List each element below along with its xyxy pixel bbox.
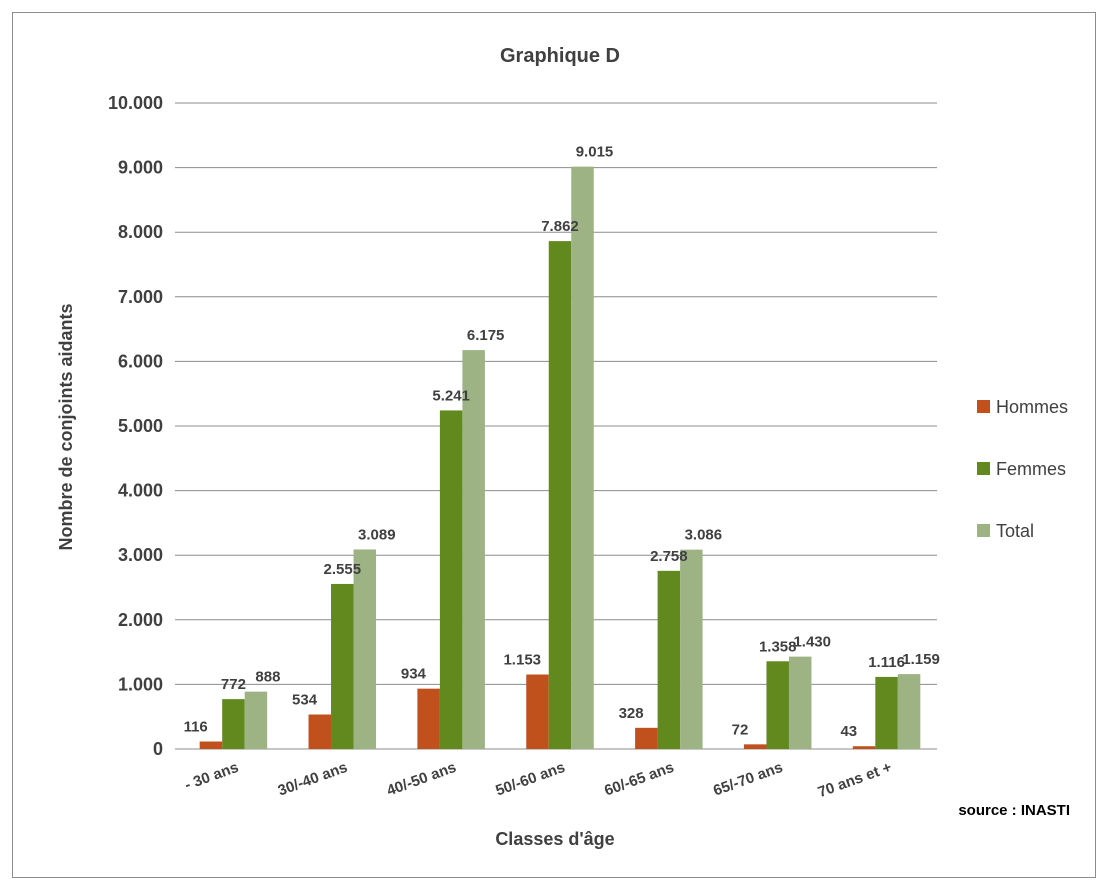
x-tick-label: 40/-50 ans (385, 759, 459, 800)
data-label: 534 (292, 692, 318, 709)
source-note: source : INASTI (958, 802, 1070, 819)
y-tick-label: 8.000 (118, 222, 163, 242)
bar-total (462, 350, 485, 749)
y-tick-label: 7.000 (118, 287, 163, 307)
data-label: 3.086 (685, 527, 723, 544)
legend-label-femmes: Femmes (996, 459, 1066, 479)
legend-label-hommes: Hommes (996, 397, 1068, 417)
data-label: 328 (619, 705, 644, 722)
data-label: 2.555 (324, 561, 362, 578)
bar-femmes (331, 583, 354, 749)
legend-swatch-total (977, 524, 990, 537)
x-axis-ticks: - 30 ans 30/-40 ans 40/-50 ans 50/-60 ans 60… (182, 759, 894, 801)
bar-femmes (766, 661, 789, 749)
y-axis-label: Nombre de conjoints aidants (56, 303, 76, 550)
y-tick-label: 5.000 (118, 416, 163, 436)
bar-femmes (548, 241, 572, 749)
bar-total (897, 674, 921, 749)
y-tick-label: 1.000 (118, 674, 163, 694)
data-label: 43 (840, 723, 857, 740)
bar-hommes (308, 714, 332, 749)
legend: Hommes Femmes Total (977, 397, 1068, 541)
data-label: 9.015 (576, 144, 614, 161)
x-tick-label: 50/-60 ans (493, 759, 567, 800)
x-tick-label: 60/-65 ans (602, 759, 676, 800)
bar-total (680, 549, 703, 749)
data-label: 1.153 (503, 652, 541, 669)
legend-label-total: Total (996, 521, 1034, 541)
data-label: 1.159 (902, 651, 940, 668)
bars (199, 166, 921, 750)
data-label: 3.089 (358, 526, 396, 543)
data-label: 2.758 (650, 548, 688, 565)
bar-hommes (743, 744, 767, 749)
y-tick-label: 10.000 (108, 93, 163, 113)
x-axis-label: Classes d'âge (495, 829, 614, 849)
bar-hommes (526, 674, 549, 749)
data-label: 7.862 (541, 218, 579, 235)
data-label: 1.358 (759, 638, 797, 655)
bar-femmes (439, 410, 463, 749)
y-tick-label: 3.000 (118, 545, 163, 565)
data-label: 116 (184, 719, 208, 736)
chart-title: Graphique D (500, 45, 620, 67)
y-tick-label: 0 (153, 739, 163, 759)
y-axis-ticks: 0 1.000 2.000 3.000 4.000 5.000 6.000 7.000 8.00… (108, 93, 163, 759)
data-label: 1.430 (793, 634, 831, 651)
bar-femmes (657, 570, 681, 749)
data-label: 772 (221, 676, 246, 693)
bar-femmes (875, 676, 898, 749)
bar-total (353, 549, 377, 749)
bar-hommes (199, 741, 223, 749)
y-tick-label: 9.000 (118, 158, 163, 178)
data-label: 888 (255, 669, 280, 686)
bar-hommes (635, 727, 658, 749)
bar-total (244, 691, 268, 749)
data-label: 72 (732, 721, 749, 738)
bar-total (571, 166, 594, 750)
data-label: 6.175 (467, 327, 505, 344)
y-tick-label: 2.000 (118, 610, 163, 630)
bar-hommes (417, 688, 440, 749)
legend-swatch-femmes (977, 462, 990, 475)
data-label: 1.116 (868, 654, 905, 671)
legend-swatch-hommes (977, 400, 990, 413)
data-labels: 116 772 888 534 2.555 3.089 934 5.241 6.175 1.153… (184, 144, 940, 741)
y-tick-label: 6.000 (118, 351, 163, 371)
x-tick-label: 70 ans et + (816, 759, 895, 801)
bar-hommes (852, 746, 876, 749)
x-tick-label: 65/-70 ans (711, 759, 785, 800)
data-label: 934 (401, 666, 427, 683)
x-tick-label: 30/-40 ans (276, 759, 350, 800)
y-tick-label: 4.000 (118, 481, 163, 501)
bar-femmes (222, 699, 245, 749)
bar-total (788, 656, 812, 749)
x-tick-label: - 30 ans (182, 759, 240, 794)
data-label: 5.241 (432, 387, 470, 404)
